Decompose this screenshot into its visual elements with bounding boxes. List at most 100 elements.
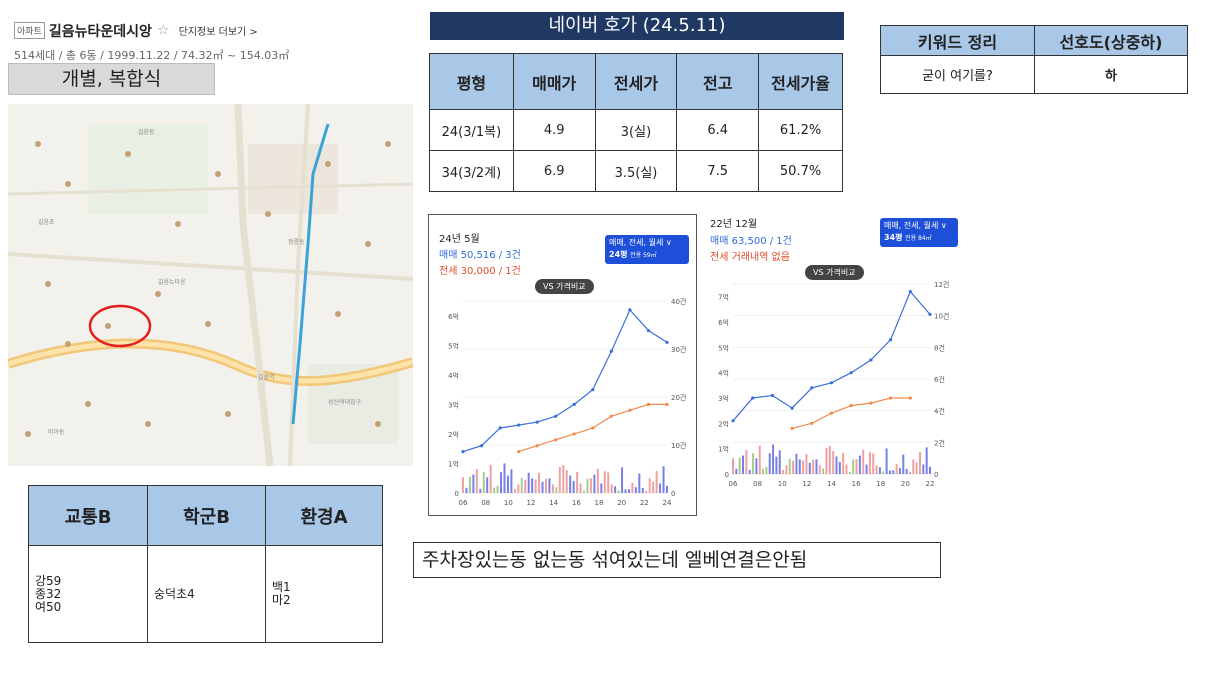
volume-bar [742, 455, 745, 474]
highlight-circle [88, 304, 152, 348]
volume-bar [842, 452, 845, 474]
x-tick-label: 24 [663, 499, 672, 507]
volume-bar [822, 468, 825, 474]
table-cell: 34(3/2계) [429, 150, 514, 192]
y-tick-label: 5억 [448, 342, 459, 350]
table-cell: 61.2% [758, 109, 843, 151]
map-label: 길음초 [38, 218, 55, 226]
table-cell: 50.7% [758, 150, 843, 192]
type-badge: 아파트 [14, 22, 45, 39]
volume-bar [895, 463, 898, 474]
volume-bar [600, 483, 603, 493]
more-info-link[interactable]: 단지정보 더보기 > [178, 27, 258, 38]
school-cell: 숭덕초4 [147, 545, 266, 643]
keyword-cell: 굳이 여기를? [880, 55, 1035, 94]
table-row: 34(3/2계) 6.9 3.5(실) 7.5 50.7% [429, 150, 843, 192]
x-tick-label: 20 [617, 499, 626, 507]
col-header: 키워드 정리 [880, 25, 1035, 56]
x-tick-label: 10 [778, 480, 787, 488]
y-tick-label: 7억 [718, 294, 729, 302]
volume-bar [778, 450, 781, 474]
x-tick-label: 08 [753, 480, 762, 488]
volume-bar [785, 465, 788, 474]
volume-bar [576, 471, 579, 493]
table-cell: 6.9 [512, 150, 596, 192]
map-label: 길음역 [258, 373, 275, 381]
volume-bar [885, 448, 888, 474]
volume-bar [551, 484, 554, 493]
chart-svg: 0 1억 2억 3억 4억 5억 6억 0 10건 20건 30건 40건 06 08 10 12 14 16 18… [448, 297, 686, 507]
volume-bar [479, 488, 482, 493]
y-tick-label: 0 [455, 490, 459, 498]
table-cell: 3.5(실) [594, 150, 678, 192]
volume-bar [468, 476, 471, 493]
volume-bar [875, 465, 878, 474]
volume-bar [565, 470, 568, 493]
volume-bar [655, 470, 658, 493]
x-tick-label: 20 [901, 480, 910, 488]
y-right-tick-label: 40건 [671, 297, 686, 306]
y-tick-label: 2억 [448, 431, 459, 439]
col-header: 전고 [676, 53, 760, 110]
volume-bar [825, 447, 828, 474]
volume-bar [610, 484, 613, 493]
volume-bar [848, 471, 851, 474]
x-tick-label: 16 [572, 499, 581, 507]
volume-bar [815, 459, 818, 474]
x-tick-label: 14 [549, 499, 558, 507]
volume-bar [645, 490, 648, 493]
naver-price-title: 네이버 호가 (24.5.11) [430, 12, 844, 40]
location-map[interactable]: 길음동 길음뉴타운 길음초 정릉동 성신여대입구 미아동 길음역 [8, 104, 413, 466]
vs-compare-button[interactable]: VS 가격비교 [535, 279, 594, 294]
volume-bar [838, 461, 841, 474]
volume-bar [752, 453, 755, 474]
series-line [732, 290, 931, 422]
volume-bar [858, 455, 861, 474]
volume-bar [579, 483, 582, 493]
trade-type-select[interactable]: 매매, 전세, 월세 ∨ 34평 전용 84㎡ [880, 218, 958, 247]
y-tick-label: 1억 [718, 446, 729, 454]
volume-bar [493, 487, 496, 493]
chart-sale: 매매 50,516 / 3건 [439, 250, 521, 261]
volume-bar [527, 472, 530, 493]
table-cell: 3(실) [594, 109, 678, 151]
volume-bar [562, 465, 565, 493]
volume-bar [788, 458, 791, 474]
volume-bar [828, 446, 831, 474]
trade-type-select[interactable]: 매매, 전세, 월세 ∨ 24평 전용 59㎡ [605, 235, 689, 264]
y-tick-label: 0 [725, 471, 729, 479]
volume-bar [735, 468, 738, 474]
volume-bar [868, 452, 871, 474]
volume-bar [738, 457, 741, 474]
volume-bar [593, 474, 596, 493]
chart-jeonse: 전세 30,000 / 1건 [439, 266, 521, 277]
y-right-tick-label: 20건 [671, 393, 686, 402]
volume-bar [845, 464, 848, 474]
vs-compare-button[interactable]: VS 가격비교 [805, 265, 864, 280]
y-right-tick-label: 30건 [671, 345, 686, 354]
y-right-tick-label: 12건 [934, 280, 949, 289]
volume-bar [513, 488, 516, 493]
col-header: 학군B [147, 485, 266, 546]
volume-bar [775, 456, 778, 474]
volume-bar [569, 475, 572, 493]
chart-jeonse: 전세 거래내역 없음 [710, 252, 790, 263]
x-tick-label: 18 [876, 480, 885, 488]
volume-bar [482, 472, 485, 493]
y-tick-label: 6억 [718, 319, 729, 327]
volume-bar [812, 459, 815, 474]
y-right-tick-label: 0 [671, 490, 675, 498]
apt-name: 길음뉴타운데시앙 [48, 23, 152, 40]
volume-bar [912, 459, 915, 474]
col-header: 환경A [265, 485, 383, 546]
volume-bar [795, 453, 798, 474]
y-tick-label: 1억 [448, 460, 459, 468]
y-right-tick-label: 2건 [934, 438, 945, 447]
volume-bar [614, 486, 617, 493]
table-cell: 7.5 [676, 150, 760, 192]
map-label: 미아동 [48, 428, 65, 436]
star-icon[interactable]: ☆ [156, 22, 170, 39]
y-right-tick-label: 4건 [934, 407, 945, 416]
y-tick-label: 3억 [448, 401, 459, 409]
volume-bar [558, 466, 561, 493]
